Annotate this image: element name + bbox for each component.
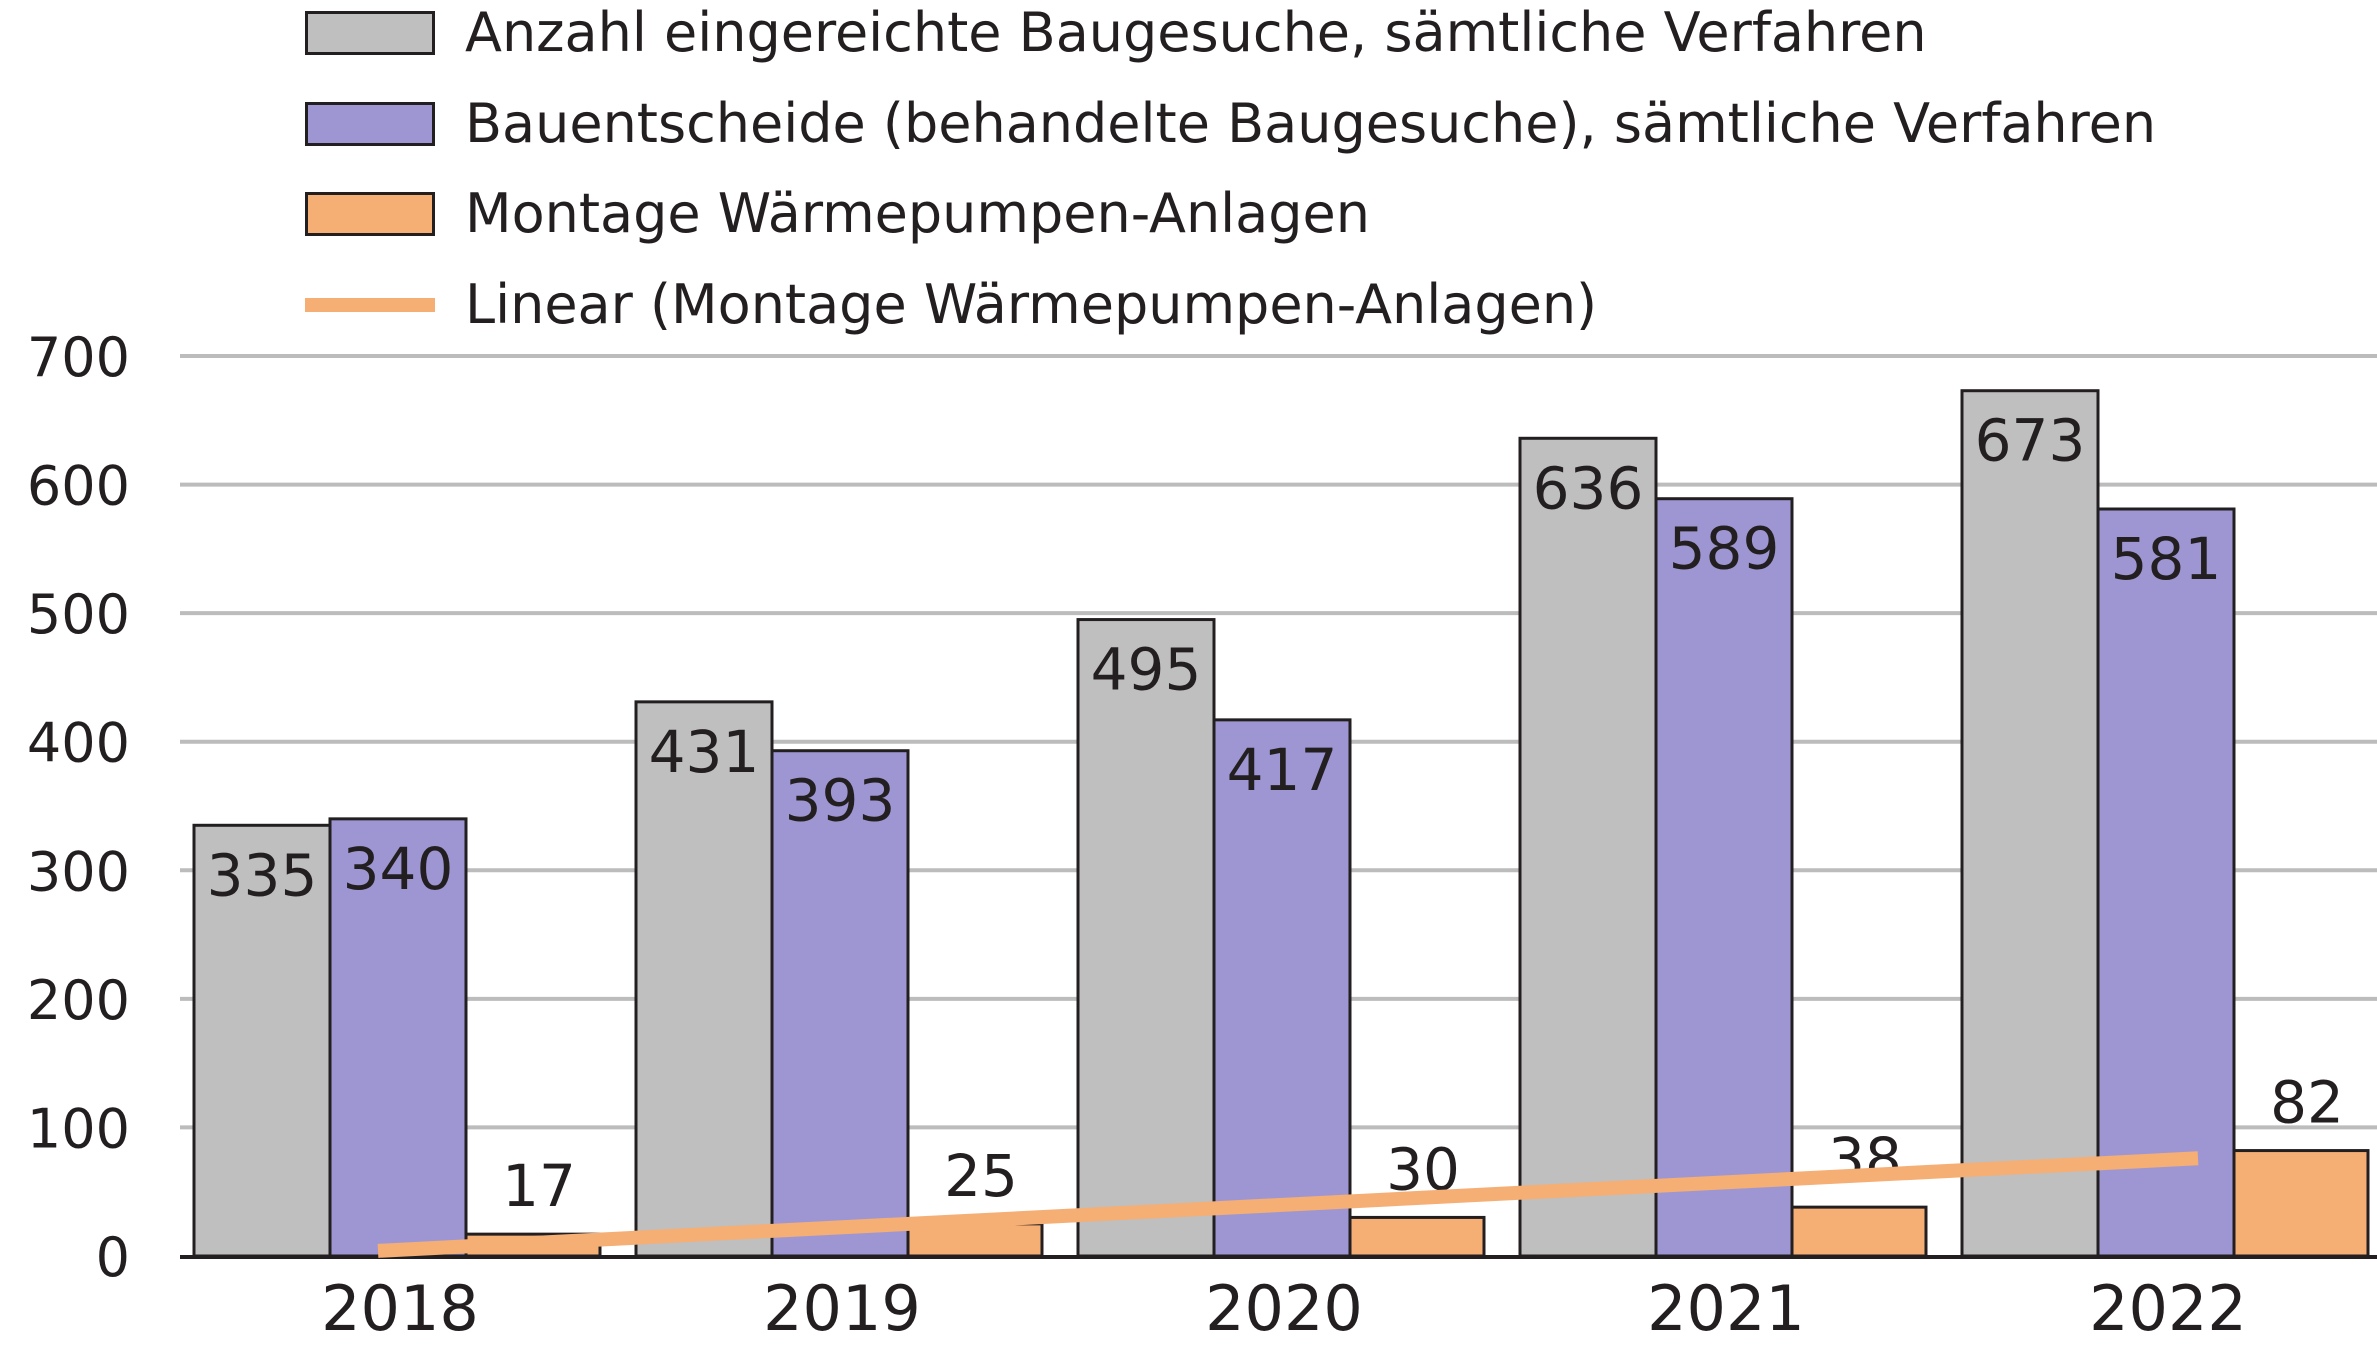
legend-item-baugesuche: Anzahl eingereichte Baugesuche, sämtlich…	[305, 3, 1927, 63]
bar-2	[1212, 718, 1352, 1258]
bar-1	[634, 700, 774, 1258]
data-label: 340	[343, 835, 454, 903]
legend-label-waermepumpen: Montage Wärmepumpen-Anlagen	[465, 182, 1371, 245]
bar-1	[1960, 389, 2100, 1258]
data-label: 495	[1091, 636, 1202, 704]
y-tick-label: 600	[27, 455, 130, 518]
bar-1	[1518, 436, 1658, 1258]
legend-label-baugesuche: Anzahl eingereichte Baugesuche, sämtlich…	[465, 1, 1927, 64]
trendline	[377, 1151, 2199, 1258]
legend-label-bauentscheide: Bauentscheide (behandelte Baugesuche), s…	[465, 92, 2157, 155]
x-tick-label: 2018	[321, 1272, 479, 1345]
bar-2	[328, 817, 468, 1258]
bar-2	[770, 749, 910, 1258]
bar-3	[2232, 1149, 2370, 1258]
y-tick-label: 700	[27, 326, 130, 389]
data-label: 417	[1227, 736, 1338, 804]
legend-swatch-bauentscheide	[305, 102, 435, 146]
data-label: 82	[2270, 1069, 2344, 1137]
legend-item-waermepumpen: Montage Wärmepumpen-Anlagen	[305, 184, 1370, 244]
bar-2	[1654, 497, 1794, 1258]
x-tick-label: 2022	[2089, 1272, 2247, 1345]
data-label: 673	[1975, 407, 2086, 475]
y-tick-label: 500	[27, 583, 130, 646]
legend-item-bauentscheide: Bauentscheide (behandelte Baugesuche), s…	[305, 94, 2156, 154]
y-tick-label: 200	[27, 969, 130, 1032]
legend-swatch-baugesuche	[305, 11, 435, 55]
legend-line-trendline	[305, 298, 435, 312]
bar-1	[1076, 618, 1216, 1258]
legend-swatch-waermepumpen	[305, 192, 435, 236]
data-label: 17	[502, 1152, 576, 1220]
y-tick-label: 300	[27, 840, 130, 903]
data-label: 589	[1669, 515, 1780, 583]
data-label: 25	[944, 1142, 1018, 1210]
x-tick-label: 2020	[1205, 1272, 1363, 1345]
y-tick-label: 100	[27, 1097, 130, 1160]
data-label: 393	[785, 767, 896, 835]
data-label: 636	[1533, 454, 1644, 522]
y-tick-label: 400	[27, 712, 130, 775]
x-tick-label: 2019	[763, 1272, 921, 1345]
data-label: 335	[207, 841, 318, 909]
bar-3	[1348, 1215, 1486, 1258]
bar-2	[2096, 507, 2236, 1258]
data-label: 581	[2111, 525, 2222, 593]
bar-3	[1790, 1205, 1928, 1258]
x-tick-label: 2021	[1647, 1272, 1805, 1345]
legend-item-trendline: Linear (Montage Wärmepumpen-Anlagen)	[305, 275, 1597, 335]
legend-label-trendline: Linear (Montage Wärmepumpen-Anlagen)	[465, 273, 1598, 336]
data-label: 431	[649, 718, 760, 786]
y-tick-label: 0	[96, 1226, 130, 1289]
